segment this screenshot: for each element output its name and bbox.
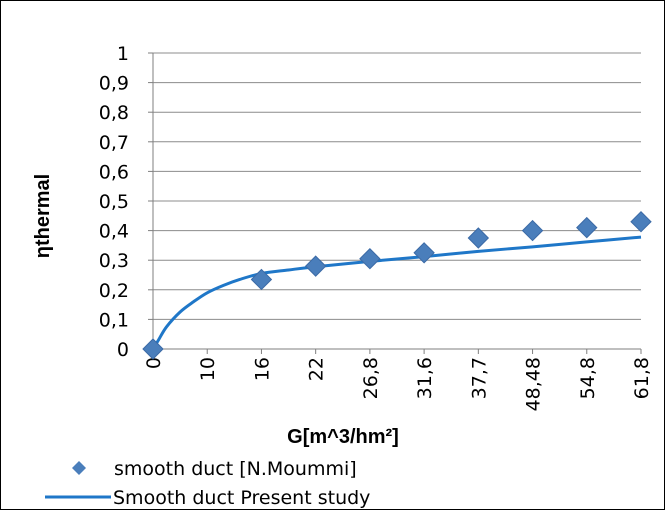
- y-axis-title: ηthermal: [32, 174, 54, 258]
- y-tick-label: 0,3: [99, 250, 129, 272]
- legend-label-moummi: smooth duct [N.Moummi]: [114, 458, 357, 480]
- x-tick-label: 22: [306, 357, 328, 381]
- x-axis-title: G[m^3/hm²]: [287, 426, 399, 448]
- data-point: [359, 248, 381, 270]
- y-tick-labels: 0 0,1 0,2 0,3 0,4 0,5 0,6 0,7 0,8 0,9 1: [99, 43, 129, 361]
- present-study-series: [151, 235, 642, 350]
- x-tick-labels: 0 10 16 22 26,8 31,6 37,7 48,48 54,8 61,8: [143, 349, 653, 411]
- x-tick-label: 31,6: [414, 357, 436, 399]
- legend-marker-moummi: [72, 461, 86, 475]
- data-point: [576, 216, 598, 239]
- y-tick-label: 0,1: [99, 309, 129, 331]
- gridlines: [148, 52, 641, 350]
- x-tick-label: 0: [143, 357, 165, 369]
- data-point: [467, 227, 490, 249]
- data-point: [142, 338, 164, 360]
- x-tick-label: 26,8: [360, 357, 382, 399]
- y-tick-label: 0,7: [99, 132, 129, 154]
- moummi-series: [142, 211, 652, 360]
- y-tick-label: 0,2: [99, 280, 129, 302]
- legend-label-present-study: Smooth duct Present study: [113, 487, 370, 509]
- x-tick-label: 48,48: [523, 357, 545, 411]
- present-study-line: [151, 235, 642, 350]
- data-point: [304, 255, 327, 277]
- data-point: [521, 219, 544, 242]
- data-point: [630, 211, 652, 233]
- x-tick-label: 61,8: [631, 357, 653, 399]
- data-point: [250, 268, 273, 291]
- y-tick-label: 0,5: [99, 191, 129, 213]
- axes: [152, 53, 641, 350]
- x-tick-label: 10: [197, 357, 219, 381]
- data-point: [413, 242, 435, 264]
- y-tick-label: 1: [117, 43, 129, 65]
- x-tick-label: 16: [251, 357, 273, 381]
- y-tick-label: 0,8: [99, 102, 129, 124]
- y-tick-label: 0,6: [99, 161, 129, 183]
- x-tick-label: 37,7: [468, 357, 490, 399]
- legend: smooth duct [N.Moummi] Smooth duct Prese…: [45, 458, 370, 509]
- y-tick-label: 0: [117, 339, 129, 361]
- y-tick-label: 0,4: [99, 221, 129, 243]
- x-tick-label: 54,8: [577, 357, 599, 399]
- y-tick-label: 0,9: [99, 73, 129, 95]
